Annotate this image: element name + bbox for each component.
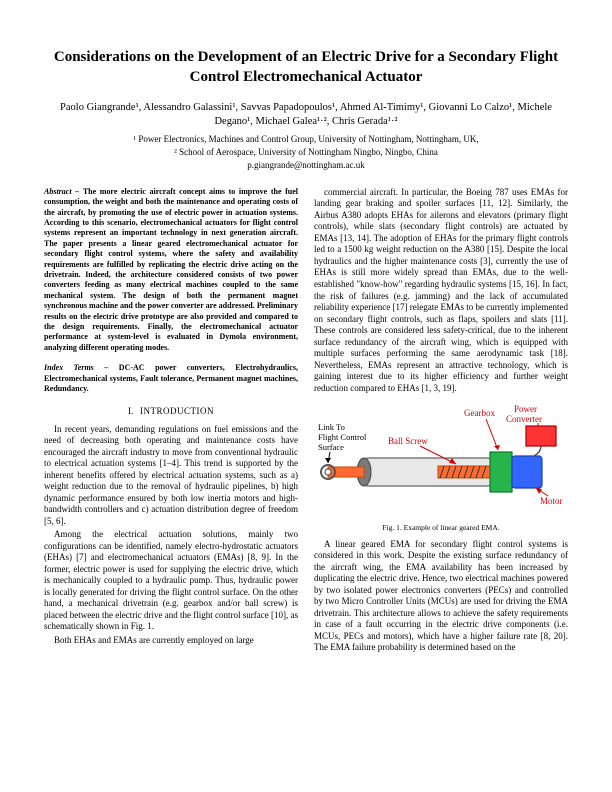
paragraph-4: commercial aircraft. In particular, the … — [314, 187, 568, 394]
label-power-converter-1: Power — [514, 404, 537, 414]
authors-line: Paolo Giangrande¹, Alessandro Galassini¹… — [44, 101, 568, 129]
paper-title: Considerations on the Development of an … — [44, 48, 568, 87]
abstract-block: Abstract – The more electric aircraft co… — [44, 187, 298, 353]
figure-1-caption: Fig. 1. Example of linear geared EMA. — [314, 523, 568, 532]
label-ball-screw: Ball Screw — [388, 436, 428, 446]
corresponding-email: p.giangrande@nottingham.ac.uk — [44, 160, 568, 171]
right-column: commercial aircraft. In particular, the … — [314, 187, 568, 656]
label-gearbox: Gearbox — [464, 408, 495, 418]
affiliation-2: ² School of Aerospace, University of Not… — [44, 146, 568, 158]
label-power-converter-2: Converter — [506, 414, 542, 424]
index-terms-block: Index Terms – DC-AC power converters, El… — [44, 363, 298, 394]
paragraph-1: In recent years, demanding regulations o… — [44, 424, 298, 528]
two-column-body: Abstract – The more electric aircraft co… — [44, 187, 568, 656]
label-link-3: Surface — [318, 442, 344, 452]
affiliation-1: ¹ Power Electronics, Machines and Contro… — [44, 133, 568, 145]
figure-1: Gearbox Power Converter Motor Ball Screw… — [314, 400, 568, 532]
paragraph-5: A linear geared EMA for secondary flight… — [314, 539, 568, 654]
paragraph-3: Both EHAs and EMAs are currently employe… — [44, 635, 298, 647]
index-terms-lead: Index Terms – — [44, 363, 119, 372]
label-link-1: Link To — [318, 422, 345, 432]
abstract-lead: Abstract – — [44, 187, 83, 196]
label-motor: Motor — [540, 496, 563, 506]
left-column: Abstract – The more electric aircraft co… — [44, 187, 298, 656]
figure-1-diagram: Gearbox Power Converter Motor Ball Screw… — [316, 400, 566, 520]
section-1-title: INTRODUCTION — [140, 406, 214, 416]
paragraph-2: Among the electrical actuation solutions… — [44, 529, 298, 633]
section-1-num: I. — [128, 406, 133, 416]
abstract-text: The more electric aircraft concept aims … — [44, 187, 298, 352]
section-1-heading: I. INTRODUCTION — [44, 406, 298, 417]
label-link-2: Flight Control — [318, 432, 367, 442]
